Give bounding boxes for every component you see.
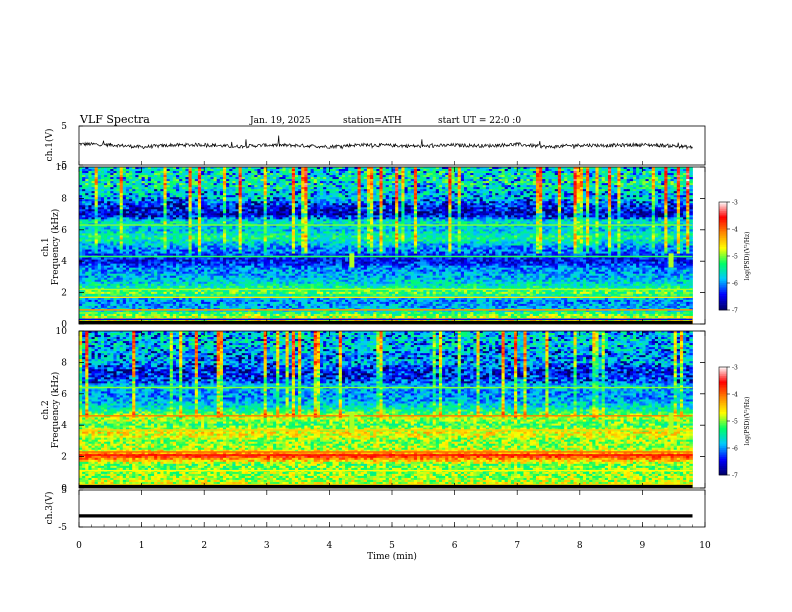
date-label: Jan. 19, 2025 xyxy=(249,116,311,126)
ch1-waveform-trace xyxy=(79,136,693,149)
vlf-figure: VLF Spectra Jan. 19, 2025 station=ATH st… xyxy=(0,0,792,612)
ch1-waveform-ylabel: ch.1(V) xyxy=(44,129,55,162)
ch1-waveform-panel: 5-5 ch.1(V) xyxy=(44,122,705,171)
start-time-label: start UT = 22:0 :0 xyxy=(438,116,521,126)
ch1-spectrogram-image xyxy=(79,167,705,324)
ch1-waveform-ytick-label: 5 xyxy=(61,122,67,132)
figure-title: VLF Spectra xyxy=(79,113,150,126)
station-label: station=ATH xyxy=(343,116,402,126)
